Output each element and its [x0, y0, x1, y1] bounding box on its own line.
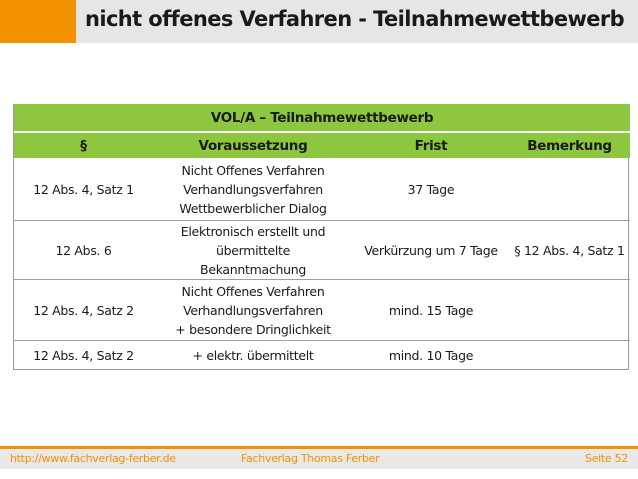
vol-a-table-container: VOL/A – Teilnahmewettbewerb § Voraussetz… [13, 104, 631, 370]
cell-paragraph: 12 Abs. 6 [14, 220, 153, 280]
requirement-line: übermittelte [215, 242, 291, 258]
cell-paragraph: 12 Abs. 4, Satz 1 [33, 181, 134, 197]
requirement-line: Elektronisch erstellt und [180, 223, 326, 239]
requirement-line: Wettbewerblicher Dialog [179, 200, 327, 216]
footer-publisher: Fachverlag Thomas Ferber [241, 452, 380, 465]
table-row: 12 Abs. 4, Satz 2 + elektr. übermittelt … [14, 340, 631, 369]
column-header-remark: Bemerkung [509, 131, 631, 158]
slide-title-bar: nicht offenes Verfahren - Teilnahmewettb… [0, 0, 638, 43]
title-accent-block [0, 0, 76, 43]
table-title: VOL/A – Teilnahmewettbewerb [14, 104, 631, 132]
requirement-line: + besondere Dringlichkeit [175, 321, 331, 337]
cell-deadline: mind. 10 Tage [353, 340, 509, 369]
slide-footer: http://www.fachverlag-ferber.de Fachverl… [0, 446, 638, 479]
cell-paragraph: 12 Abs. 4, Satz 2 [14, 279, 153, 341]
footer-page-number: Seite 52 [585, 452, 628, 465]
table-row: 12 Abs. 4, Satz 1 Nicht Offenes Verfahre… [14, 158, 630, 221]
cell-requirement: Nicht Offenes Verfahren Verhandlungsverf… [153, 279, 353, 341]
footer-url-link[interactable]: http://www.fachverlag-ferber.de [10, 452, 176, 465]
cell-deadline: mind. 15 Tage [353, 279, 509, 341]
cell-remark [509, 279, 631, 341]
table-row: 12 Abs. 4, Satz 2 Nicht Offenes Verfahre… [14, 279, 631, 341]
slide-title: nicht offenes Verfahren - Teilnahmewettb… [85, 7, 625, 31]
title-background [76, 0, 638, 43]
cell-remark [509, 158, 630, 221]
cell-requirement: Elektronisch erstellt und übermittelte B… [153, 220, 353, 280]
vol-a-table: VOL/A – Teilnahmewettbewerb § Voraussetz… [14, 104, 631, 369]
cell-deadline: 37 Tage [407, 181, 455, 197]
cell-requirement: + elektr. übermittelt [153, 340, 353, 369]
requirement-line: Nicht Offenes Verfahren [181, 283, 325, 299]
footer-accent-line [0, 446, 638, 449]
footer-background: http://www.fachverlag-ferber.de Fachverl… [0, 449, 638, 469]
table-header-row: § Voraussetzung Frist Bemerkung [14, 131, 631, 158]
cell-requirement: Nicht Offenes Verfahren Verhandlungsverf… [153, 158, 353, 221]
table-title-row: VOL/A – Teilnahmewettbewerb [14, 104, 631, 132]
column-header-deadline: Frist [353, 131, 509, 158]
requirement-line: Nicht Offenes Verfahren [181, 162, 325, 178]
requirement-line: Verhandlungsverfahren [183, 302, 323, 318]
requirement-line: Bekanntmachung [200, 261, 306, 277]
cell-remark: § 12 Abs. 4, Satz 1 [509, 220, 631, 280]
column-header-paragraph: § [14, 131, 153, 158]
requirement-line: Verhandlungsverfahren [183, 181, 323, 197]
table-row: 12 Abs. 6 Elektronisch erstellt und über… [14, 220, 631, 280]
requirement-line: + elektr. übermittelt [192, 347, 314, 363]
cell-remark [509, 340, 631, 369]
cell-paragraph: 12 Abs. 4, Satz 2 [14, 340, 153, 369]
cell-deadline: Verkürzung um 7 Tage [353, 220, 509, 280]
column-header-requirement: Voraussetzung [153, 131, 353, 158]
